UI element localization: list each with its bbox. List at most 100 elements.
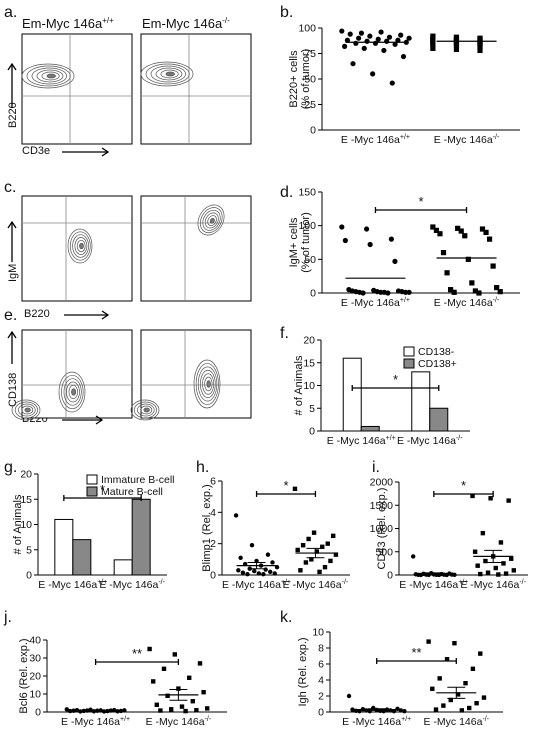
data-point xyxy=(395,37,401,43)
y-tick-label: 10 xyxy=(312,627,324,639)
flow-c-ko-population-ring xyxy=(204,212,219,229)
data-point xyxy=(384,38,390,44)
flow-e-wt-population xyxy=(58,371,86,413)
data-point xyxy=(433,707,439,712)
data-point xyxy=(263,567,268,572)
y-tick-label: 30 xyxy=(29,653,41,665)
flow-e-ko-population-ring xyxy=(133,401,157,419)
data-point xyxy=(389,80,395,86)
flow-c-wt-population-ring xyxy=(69,231,91,261)
y-tick-label: 1000 xyxy=(370,523,394,535)
chart-h: 0 2 4 6 E -Myc 146a+/+E -Myc 146a-/- Blimp1 (… xyxy=(201,476,350,591)
y-tick-label: 0 xyxy=(318,707,324,719)
flow-a-ylabel: B220 xyxy=(7,102,19,128)
data-point xyxy=(364,38,370,44)
data-point xyxy=(463,681,468,686)
y-tick-label: 6 xyxy=(210,476,216,488)
flow-c-ko-population xyxy=(197,204,225,236)
flow-a-wt-population xyxy=(21,63,75,89)
legend-label: Immature B-cell xyxy=(101,474,175,486)
y-tick-label: 10 xyxy=(20,519,32,531)
data-point xyxy=(433,227,440,233)
panel-label-f: f. xyxy=(280,325,289,342)
group-label-wt: E -Myc 146a+/+ xyxy=(61,716,130,728)
data-point xyxy=(350,707,355,712)
flow-a-ko-population-ring xyxy=(165,71,175,77)
data-point xyxy=(478,651,483,656)
legend-swatch xyxy=(86,486,98,497)
data-point xyxy=(398,708,404,713)
data-point xyxy=(403,39,409,45)
flow-a-ko-population-ring xyxy=(145,63,190,85)
data-point xyxy=(306,536,311,542)
flow-a-wt-frame xyxy=(21,33,133,145)
data-point xyxy=(400,53,407,60)
legend-label: Mature B-cell xyxy=(101,486,163,498)
flow-e-ko-frame xyxy=(140,329,252,419)
data-point xyxy=(367,241,373,248)
data-point xyxy=(479,226,486,232)
flow-e-ko-population-ring xyxy=(195,363,219,405)
legend-label: CD138- xyxy=(418,346,455,358)
group-label-ko: E -Myc 146a-/- xyxy=(424,716,490,728)
flow-e-ko-population-ring xyxy=(200,369,216,399)
data-point xyxy=(360,290,366,296)
data-point xyxy=(172,652,177,657)
data-point xyxy=(453,42,460,48)
y-tick-label: 0 xyxy=(309,426,315,438)
y-tick-label: 15 xyxy=(303,357,315,369)
y-tick-label: 2 xyxy=(318,691,324,703)
data-point xyxy=(406,289,412,295)
flow-c-wt-population-ring xyxy=(79,242,84,250)
data-point xyxy=(78,709,83,714)
flow-a-ko-frame xyxy=(140,33,252,145)
data-point xyxy=(430,224,436,230)
data-point xyxy=(311,530,317,535)
data-point xyxy=(268,569,273,575)
data-point xyxy=(490,263,496,269)
significance-label: * xyxy=(283,478,288,493)
flow-c-ylabel: IgM xyxy=(7,264,19,282)
y-tick-label: 0 xyxy=(210,570,216,582)
data-point xyxy=(447,287,454,293)
flow-e-ko-population-ring xyxy=(130,399,160,421)
data-point xyxy=(236,568,241,573)
chart-k: 0 2 4 6 8 10 E -Myc 146a+/+ E -Myc 146a-/- Igh (… xyxy=(297,627,503,728)
flow-c-ko-population-ring xyxy=(199,207,223,234)
data-point xyxy=(485,570,491,575)
data-point xyxy=(240,570,246,575)
flow-a-ko-population-ring xyxy=(160,69,179,79)
data-point xyxy=(194,708,199,713)
significance-label: * xyxy=(100,482,105,497)
data-point xyxy=(356,35,362,41)
data-point xyxy=(346,693,352,699)
data-point xyxy=(270,560,275,565)
data-point xyxy=(67,708,73,714)
data-point xyxy=(342,237,348,244)
flow-e-ko-population-ring xyxy=(140,405,153,415)
data-point xyxy=(325,541,330,546)
data-point xyxy=(317,569,322,575)
data-point xyxy=(470,666,476,671)
y-tick-label: 0 xyxy=(310,288,316,300)
data-point xyxy=(233,513,239,518)
y-tick-label: 50 xyxy=(304,74,316,86)
flow-e-ko-population-ring xyxy=(206,380,211,388)
data-point xyxy=(470,493,475,499)
y-tick-label: 2 xyxy=(210,538,216,550)
flow-e-wt-population-ring xyxy=(24,407,31,413)
flow-e-wt-population-ring xyxy=(14,401,38,419)
data-point xyxy=(201,690,206,695)
y-tick-label: 4 xyxy=(318,675,324,687)
y-axis-label: Bcl6 (Rel. exp.) xyxy=(18,638,30,713)
y-axis-label: (% of tumor) xyxy=(300,212,312,273)
data-point xyxy=(169,707,174,712)
flow-e-ko-population xyxy=(193,359,221,409)
data-point xyxy=(367,33,373,39)
y-axis-label: B220+ cells xyxy=(288,50,300,108)
flow-e-wt-population-ring xyxy=(18,403,36,417)
data-point xyxy=(472,288,478,294)
flow-e-wt-population-ring xyxy=(71,388,77,396)
group-label-wt: E -Myc 146a+/+ xyxy=(399,579,468,591)
flow-e-ko-population-ring xyxy=(193,359,221,409)
